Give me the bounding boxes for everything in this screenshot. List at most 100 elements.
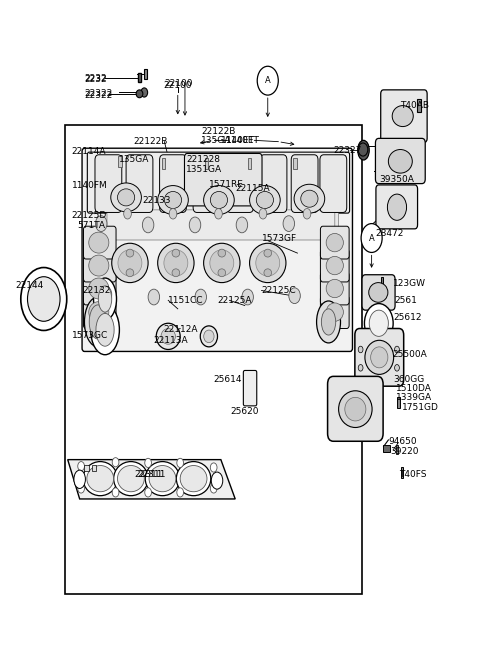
Text: A: A	[265, 76, 271, 85]
Ellipse shape	[326, 303, 343, 321]
FancyBboxPatch shape	[82, 148, 352, 351]
Ellipse shape	[369, 283, 388, 302]
Ellipse shape	[136, 90, 143, 98]
Circle shape	[177, 459, 183, 468]
FancyBboxPatch shape	[84, 272, 116, 305]
Bar	[92, 465, 96, 472]
Text: 22311: 22311	[135, 470, 163, 478]
Ellipse shape	[118, 250, 142, 276]
Ellipse shape	[161, 328, 175, 344]
Text: 1571RE: 1571RE	[209, 180, 244, 189]
Text: 25500A: 25500A	[392, 350, 427, 359]
Bar	[397, 397, 400, 409]
Ellipse shape	[164, 250, 188, 276]
Bar	[144, 69, 147, 79]
Circle shape	[369, 310, 388, 336]
Circle shape	[236, 217, 248, 233]
Circle shape	[210, 484, 217, 493]
FancyBboxPatch shape	[84, 296, 116, 328]
Ellipse shape	[89, 305, 107, 339]
Ellipse shape	[218, 269, 226, 277]
Bar	[138, 73, 141, 82]
Ellipse shape	[371, 347, 388, 368]
Text: 39220: 39220	[391, 447, 419, 456]
Bar	[65, 125, 362, 594]
Ellipse shape	[256, 191, 274, 208]
FancyBboxPatch shape	[87, 152, 349, 213]
FancyBboxPatch shape	[375, 139, 425, 183]
FancyBboxPatch shape	[107, 210, 335, 240]
Text: 1140FM: 1140FM	[72, 181, 107, 190]
Ellipse shape	[94, 278, 117, 320]
Ellipse shape	[74, 470, 85, 488]
Ellipse shape	[264, 269, 272, 277]
Ellipse shape	[326, 233, 343, 252]
Text: 1140ET: 1140ET	[220, 136, 254, 145]
Ellipse shape	[322, 309, 336, 335]
Ellipse shape	[145, 462, 180, 495]
Circle shape	[395, 346, 399, 353]
Circle shape	[361, 223, 382, 252]
Ellipse shape	[89, 255, 109, 276]
Ellipse shape	[126, 249, 134, 257]
Ellipse shape	[392, 106, 413, 127]
Text: T40AB: T40AB	[400, 101, 429, 110]
Text: 221228: 221228	[186, 155, 220, 164]
Text: 22114A: 22114A	[72, 147, 106, 156]
Text: 94650: 94650	[388, 438, 417, 446]
Text: 22311: 22311	[137, 470, 166, 478]
FancyBboxPatch shape	[95, 155, 122, 212]
Text: 1573GC: 1573GC	[72, 330, 108, 340]
Text: 1510DA: 1510DA	[396, 384, 432, 394]
Circle shape	[100, 286, 112, 302]
Ellipse shape	[218, 249, 226, 257]
Circle shape	[21, 267, 67, 330]
FancyBboxPatch shape	[243, 371, 257, 406]
Ellipse shape	[89, 232, 109, 253]
Text: 2232: 2232	[84, 75, 107, 84]
Text: 1151CC: 1151CC	[168, 296, 204, 305]
Circle shape	[242, 289, 253, 305]
Ellipse shape	[200, 326, 217, 347]
Circle shape	[124, 208, 132, 219]
Bar	[293, 158, 297, 169]
FancyBboxPatch shape	[320, 155, 347, 212]
Text: 1573GF: 1573GF	[262, 233, 297, 242]
Ellipse shape	[83, 462, 118, 495]
Bar	[396, 445, 398, 455]
Text: 1140ET: 1140ET	[226, 136, 260, 145]
Text: 22125C: 22125C	[262, 286, 296, 295]
Circle shape	[189, 217, 201, 233]
Text: 22122B: 22122B	[134, 137, 168, 146]
Ellipse shape	[387, 194, 407, 220]
Bar	[108, 212, 338, 227]
Text: A: A	[369, 233, 374, 242]
Circle shape	[364, 304, 393, 343]
Ellipse shape	[250, 243, 286, 283]
Text: 22144: 22144	[15, 281, 43, 290]
Ellipse shape	[172, 269, 180, 277]
Ellipse shape	[211, 472, 223, 489]
Ellipse shape	[294, 184, 324, 213]
Text: 135GA: 135GA	[120, 155, 150, 164]
FancyBboxPatch shape	[321, 272, 349, 305]
Text: 22125D: 22125D	[72, 212, 107, 220]
Text: 22133: 22133	[142, 196, 170, 205]
Ellipse shape	[91, 305, 120, 355]
Ellipse shape	[118, 466, 144, 491]
Ellipse shape	[204, 185, 234, 214]
Ellipse shape	[172, 249, 180, 257]
Ellipse shape	[204, 330, 214, 343]
Circle shape	[283, 215, 295, 231]
Ellipse shape	[250, 185, 280, 214]
Ellipse shape	[141, 88, 148, 97]
Text: 2561: 2561	[394, 296, 417, 305]
Circle shape	[112, 487, 119, 497]
Text: 22132: 22132	[82, 286, 110, 295]
Text: 1339GA: 1339GA	[396, 394, 432, 403]
FancyBboxPatch shape	[381, 90, 427, 143]
Bar	[401, 468, 403, 478]
Ellipse shape	[326, 279, 343, 298]
Ellipse shape	[98, 286, 112, 312]
Bar	[383, 445, 390, 452]
